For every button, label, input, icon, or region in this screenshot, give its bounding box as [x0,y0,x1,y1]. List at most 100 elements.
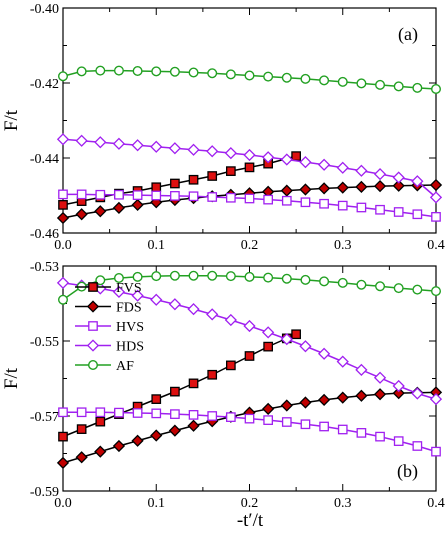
data-point-hvs [337,424,348,435]
data-point-hds [317,158,331,171]
data-point-hds [75,134,88,147]
data-point-hds [56,133,70,146]
data-point-af [431,286,442,297]
data-point-fds [336,391,349,404]
data-point-fds [317,393,331,406]
data-point-af [319,75,330,86]
data-point-fds [429,178,443,192]
data-point-hds [224,147,237,160]
data-point-af [393,283,404,294]
y-tick-label: -0.53 [30,260,59,275]
legend-label-fvs: FVS [116,281,142,296]
legend-marker-fds [86,300,100,313]
data-point-af [431,83,442,94]
data-point-fds [94,205,107,218]
x-tick-label: 0.4 [427,496,445,511]
data-point-hvs [76,189,87,200]
data-point-fvs [244,162,255,173]
data-point-fds [355,389,368,402]
data-point-fvs [225,166,236,176]
data-point-fds [262,402,275,415]
data-point-fds [150,429,163,442]
data-point-af [337,76,348,87]
data-point-hvs [337,200,348,211]
data-point-af [95,275,106,286]
data-point-af [207,270,218,281]
y-tick-label: -0.55 [30,335,59,350]
y-tick-label: -0.57 [30,410,59,425]
data-point-fvs [170,178,180,189]
data-point-fvs [188,378,199,389]
data-point-hds [94,136,107,149]
legend-label-af: AF [116,359,134,374]
data-point-fds [131,434,144,447]
x-tick-label: 0.3 [334,496,352,511]
data-point-af [58,71,69,82]
data-point-hvs [188,191,199,202]
data-point-hvs [95,407,106,418]
data-point-hvs [151,190,162,201]
legend-marker-hvs [88,321,98,331]
data-point-fds [392,387,405,400]
data-point-fds [150,196,163,209]
data-point-hds [168,298,182,311]
data-point-hds [168,142,182,155]
data-point-hds [392,171,405,184]
data-point-fvs [58,431,68,442]
data-point-fds [112,439,126,453]
data-point-hds [243,148,256,162]
data-point-fds [56,211,70,225]
data-point-hds [299,340,312,353]
data-point-af [225,69,236,80]
data-point-fds [56,456,70,469]
legend-label-hds: HDS [116,340,144,355]
data-point-hvs [132,190,143,200]
data-point-af [356,78,367,89]
data-point-hds [262,326,275,339]
data-point-hvs [375,431,385,442]
data-point-hvs [170,191,180,201]
data-point-fvs [58,200,68,210]
data-point-fvs [170,386,180,397]
legend: FVS FDS HVS HDS AF [75,281,144,374]
data-point-hds [243,319,256,333]
data-point-hvs [58,189,68,200]
data-point-af [319,276,330,287]
data-point-fds [75,208,88,221]
data-point-af [151,66,162,77]
data-point-hvs [95,189,106,200]
data-point-hds [262,151,275,164]
data-point-fds [336,181,349,194]
data-point-hds [206,145,219,158]
x-tick-label: 0.1 [148,496,166,511]
data-point-af [337,277,348,288]
data-point-fds [131,198,144,211]
data-point-hvs [319,198,329,209]
data-point-fvs [291,329,301,340]
data-point-fvs [244,351,255,361]
data-point-hvs [151,408,162,419]
data-point-af [281,273,292,284]
data-point-hds [187,303,200,316]
data-point-af [188,270,199,281]
data-point-fds [373,180,387,193]
data-point-hds [131,139,144,152]
legend-marker-hds [86,339,100,352]
panel-a: 0.0 0.1 0.2 0.3 0.4 -0.46 -0.44 -0.42 -0.40 F/t (a… [1,2,445,253]
data-point-hvs [356,202,367,213]
data-point-hvs [263,194,274,205]
data-point-hds [373,168,387,181]
data-point-fvs [151,394,162,404]
data-point-fvs [151,182,162,193]
data-point-hds [336,355,349,368]
data-point-hds [150,140,163,153]
panel-label: (b) [397,461,418,482]
data-point-hvs [393,436,404,446]
x-tick-label: 0.0 [54,496,72,511]
legend-marker-fvs [88,282,98,292]
y-tick-label: -0.42 [30,77,59,92]
data-point-af [151,271,162,282]
data-point-fvs [263,341,274,352]
data-point-hds [112,285,126,298]
data-point-hvs [431,446,441,457]
